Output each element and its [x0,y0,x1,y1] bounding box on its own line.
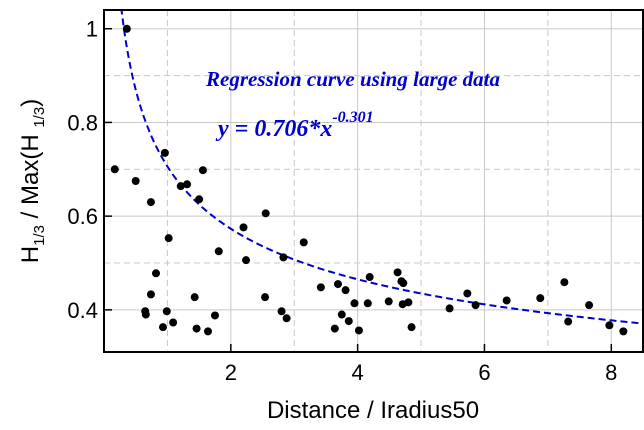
point [384,297,393,306]
point [471,301,480,310]
point [203,327,212,336]
point [176,182,185,191]
x-tick-label: 2 [225,360,237,385]
point [502,296,511,305]
point [192,324,201,333]
y-tick-label: 0.8 [67,110,98,135]
regression-curve [120,10,643,325]
y-label-sub: 1/3 [31,225,48,246]
y-axis-label: H1/3 / Max(H 1/3) [17,99,48,263]
point [316,283,325,292]
point [110,165,119,174]
plot: 2 4 6 8 0.4 0.6 0.8 1 [67,9,644,385]
point [299,238,308,247]
x-tick-label: 8 [605,360,617,385]
point [619,327,628,336]
point [146,198,155,207]
y-label-part: H [17,246,44,263]
point [585,301,594,310]
point [131,177,140,185]
point [214,247,223,256]
point [261,209,270,218]
y-label-part: / Max(H [17,128,44,225]
point [564,317,573,326]
point [404,298,413,307]
point [242,256,251,265]
point [122,24,131,33]
point [279,253,288,262]
point [239,223,248,232]
y-tick-label: 0.6 [67,204,98,229]
point [210,311,219,320]
y-label-sub: 1/3 [31,107,48,128]
point [445,304,454,313]
point [158,323,167,332]
point [350,299,359,308]
point [333,280,342,289]
point [463,289,472,298]
point [160,148,169,157]
point [407,323,416,332]
plot-frame [103,9,644,353]
equation: y = 0.706*x-0.301 [215,109,374,142]
equation-text: y = 0.706*x [215,116,332,142]
point [365,273,374,282]
x-axis-label: Distance / Iradius50 [267,397,479,424]
point [198,166,207,175]
point [605,321,614,330]
point [146,290,155,299]
point [190,293,199,302]
point [162,307,171,316]
y-tick-label: 1 [86,17,98,42]
point [183,180,192,189]
point [363,299,372,308]
point [261,293,270,302]
point [536,294,545,303]
point [282,314,291,323]
point [560,278,569,287]
annotation: Regression curve using large data [205,67,500,91]
x-tick-label: 6 [478,360,490,385]
point [330,324,339,333]
equation-exponent: -0.301 [332,109,373,126]
point [195,195,204,204]
point [141,310,150,319]
point [169,318,178,327]
point [164,234,173,243]
point [354,326,363,335]
point [337,310,346,319]
point [277,307,286,316]
point [393,268,402,277]
point [341,286,350,295]
point [151,269,160,278]
x-tick-label: 4 [352,360,364,385]
point [399,279,408,288]
y-tick-label: 0.4 [67,298,98,323]
y-label-part: ) [17,99,44,107]
point [344,317,353,326]
